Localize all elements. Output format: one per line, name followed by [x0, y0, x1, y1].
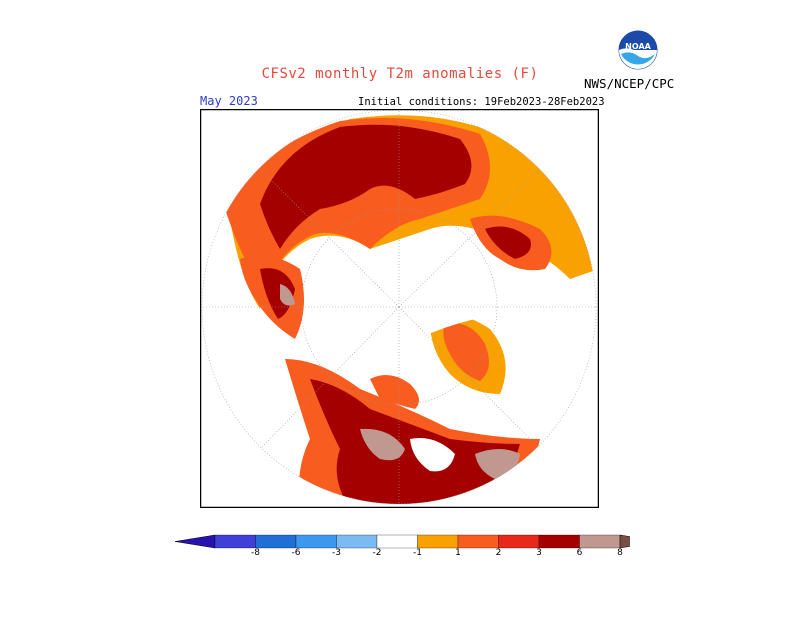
colorbar-segment	[255, 534, 297, 549]
anomaly-field	[202, 110, 596, 504]
colorbar-segment	[457, 534, 499, 549]
colorbar-segment	[376, 534, 418, 549]
agency-label: NWS/NCEP/CPC	[584, 76, 675, 91]
initial-conditions: Initial conditions: 19Feb2023-28Feb2023	[358, 96, 605, 108]
colorbar-tick-label: -8	[251, 548, 260, 558]
colorbar-tick-label: 6	[576, 548, 583, 558]
colorbar-segment	[538, 534, 580, 549]
colorbar-segment	[295, 534, 337, 549]
colorbar-tick-label: -1	[413, 548, 422, 558]
colorbar-tick-label: 2	[495, 548, 502, 558]
colorbar-tick-label: -3	[332, 548, 341, 558]
noaa-logo-icon	[618, 30, 658, 70]
colorbar-tick-label: -6	[291, 548, 301, 558]
colorbar-segment	[214, 534, 256, 549]
graticule	[202, 110, 596, 504]
noaa-logo-text: NOAA	[625, 42, 651, 51]
forecast-month: May 2023	[200, 94, 258, 108]
colorbar-segment	[336, 534, 378, 549]
polar-map	[200, 109, 599, 508]
colorbar-tick-label: 1	[455, 548, 461, 558]
colorbar-left-arrow	[174, 534, 216, 549]
colorbar-segment	[579, 534, 621, 549]
colorbar-tick-label: -2	[372, 548, 382, 558]
map-title: CFSv2 monthly T2m anomalies (F)	[261, 66, 539, 82]
colorbar-tick-label: 3	[536, 548, 542, 558]
colorbar	[174, 534, 630, 549]
colorbar-right-arrow	[619, 534, 630, 549]
colorbar-tick-label: 8	[617, 548, 623, 558]
colorbar-segment	[417, 534, 459, 549]
colorbar-segment	[498, 534, 540, 549]
